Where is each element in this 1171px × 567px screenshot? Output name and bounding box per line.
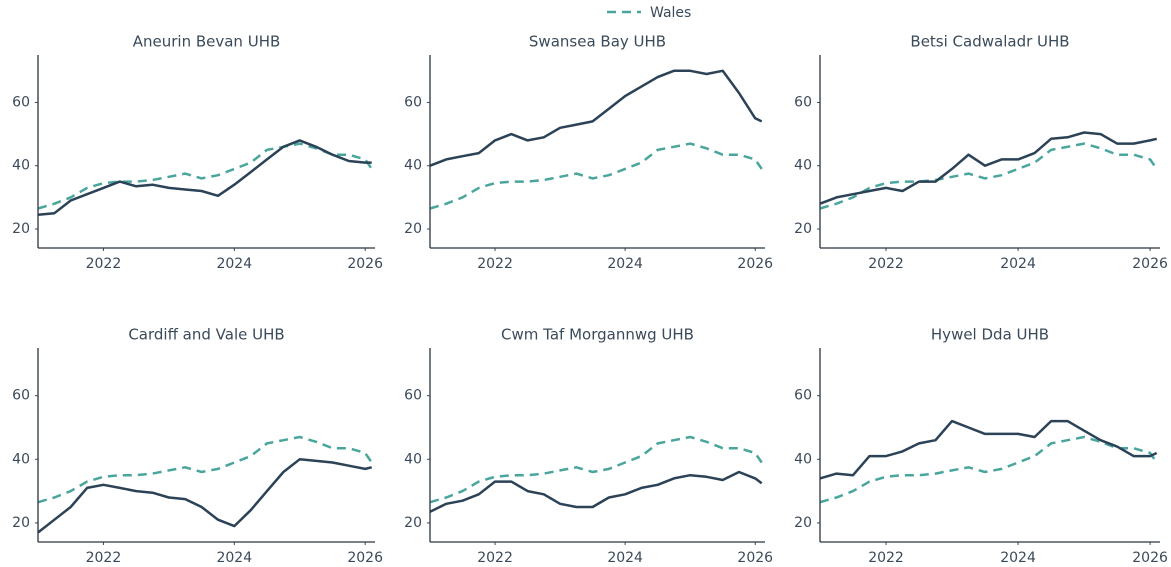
x-tick-label: 2022 <box>477 550 513 566</box>
x-tick-label: 2024 <box>1000 256 1036 272</box>
reference-line <box>819 142 1158 210</box>
x-tick-label: 2022 <box>86 550 122 566</box>
y-tick-label: 20 <box>12 515 30 531</box>
legend-label: Wales <box>650 5 691 21</box>
data-line <box>429 470 763 513</box>
y-tick-label: 40 <box>404 451 422 467</box>
x-tick-label: 2026 <box>737 550 773 566</box>
x-tick-label: 2024 <box>1000 550 1036 566</box>
x-tick-label: 2024 <box>216 256 252 272</box>
subplot-title: Swansea Bay UHB <box>529 33 666 51</box>
reference-line <box>429 142 763 210</box>
x-tick-label: 2026 <box>347 256 383 272</box>
subplot-title: Aneurin Bevan UHB <box>133 33 281 51</box>
data-line <box>819 419 1158 480</box>
reference-line <box>37 142 373 210</box>
y-tick-label: 20 <box>794 221 812 237</box>
x-tick-label: 2026 <box>1132 550 1168 566</box>
subplot-title: Cardiff and Vale UHB <box>128 326 284 344</box>
y-tick-label: 40 <box>12 451 30 467</box>
subplot-title: Betsi Cadwaladr UHB <box>910 33 1069 51</box>
data-line <box>37 458 372 534</box>
reference-line <box>819 435 1158 504</box>
y-tick-label: 60 <box>12 388 30 404</box>
subplot-title: Hywel Dda UHB <box>931 326 1049 344</box>
data-line <box>819 131 1157 205</box>
x-tick-label: 2022 <box>86 256 122 272</box>
y-tick-label: 20 <box>12 221 30 237</box>
y-tick-label: 20 <box>794 515 812 531</box>
y-tick-label: 40 <box>794 451 812 467</box>
y-tick-label: 40 <box>404 158 422 174</box>
data-line <box>429 69 763 167</box>
y-tick-label: 20 <box>404 221 422 237</box>
data-line <box>37 139 372 217</box>
y-tick-label: 60 <box>404 94 422 110</box>
x-tick-label: 2024 <box>607 550 643 566</box>
y-tick-label: 40 <box>794 158 812 174</box>
x-tick-label: 2026 <box>737 256 773 272</box>
y-tick-label: 40 <box>12 158 30 174</box>
y-tick-label: 20 <box>404 515 422 531</box>
reference-line <box>429 435 763 504</box>
y-tick-label: 60 <box>794 388 812 404</box>
y-tick-label: 60 <box>794 94 812 110</box>
x-tick-label: 2024 <box>216 550 252 566</box>
x-tick-label: 2024 <box>607 256 643 272</box>
y-tick-label: 60 <box>404 388 422 404</box>
y-tick-label: 60 <box>12 94 30 110</box>
x-tick-label: 2026 <box>347 550 383 566</box>
x-tick-label: 2022 <box>477 256 513 272</box>
x-tick-label: 2026 <box>1132 256 1168 272</box>
reference-line <box>37 435 373 504</box>
subplot-title: Cwm Taf Morgannwg UHB <box>501 326 694 344</box>
x-tick-label: 2022 <box>868 256 904 272</box>
x-tick-label: 2022 <box>868 550 904 566</box>
